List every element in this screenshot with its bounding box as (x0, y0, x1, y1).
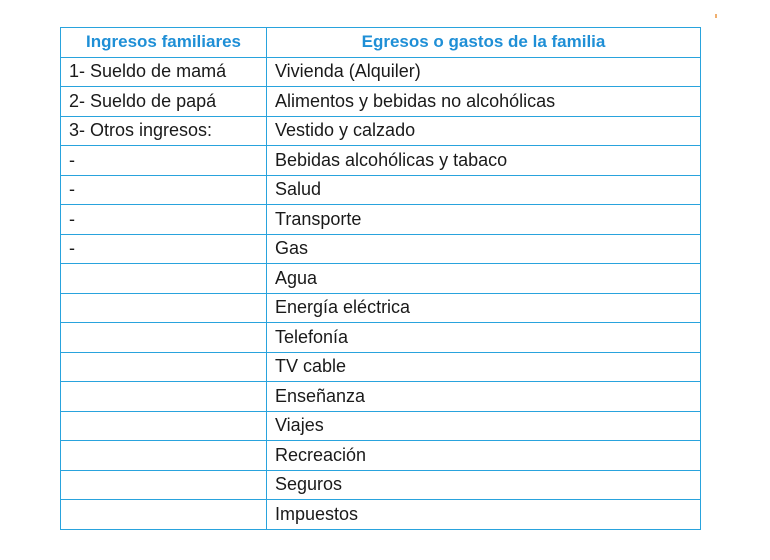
egreso-cell: Transporte (266, 204, 701, 235)
budget-table: Ingresos familiares Egresos o gastos de … (60, 27, 701, 530)
egreso-cell: Seguros (266, 469, 701, 500)
egreso-cell: Impuestos (266, 499, 701, 530)
ingreso-cell (60, 351, 267, 382)
table-row: Viajes (60, 410, 701, 441)
table-row: - Bebidas alcohólicas y tabaco (60, 145, 701, 176)
header-ingresos: Ingresos familiares (60, 27, 267, 58)
egreso-cell: Salud (266, 174, 701, 205)
egreso-cell: Vivienda (Alquiler) (266, 56, 701, 87)
egreso-cell: Viajes (266, 410, 701, 441)
table-row: Agua (60, 263, 701, 294)
table-row: Seguros (60, 469, 701, 500)
ingreso-cell: - (60, 204, 267, 235)
egreso-cell: Telefonía (266, 322, 701, 353)
egreso-cell: TV cable (266, 351, 701, 382)
table-row: 2- Sueldo de papá Alimentos y bebidas no… (60, 86, 701, 117)
table-row: - Gas (60, 233, 701, 264)
ingreso-cell: - (60, 174, 267, 205)
table-row: 3- Otros ingresos: Vestido y calzado (60, 115, 701, 146)
table-row: - Transporte (60, 204, 701, 235)
ingreso-cell: 3- Otros ingresos: (60, 115, 267, 146)
ingreso-cell (60, 440, 267, 471)
egreso-cell: Bebidas alcohólicas y tabaco (266, 145, 701, 176)
table-row: Telefonía (60, 322, 701, 353)
ingreso-cell (60, 263, 267, 294)
egreso-cell: Enseñanza (266, 381, 701, 412)
egreso-cell: Gas (266, 233, 701, 264)
table-row: TV cable (60, 351, 701, 382)
budget-table-container: Ingresos familiares Egresos o gastos de … (60, 27, 701, 530)
ingreso-cell: - (60, 145, 267, 176)
ingreso-cell (60, 322, 267, 353)
ingreso-cell: 2- Sueldo de papá (60, 86, 267, 117)
table-header-row: Ingresos familiares Egresos o gastos de … (60, 27, 701, 58)
corner-mark (715, 14, 717, 18)
egreso-cell: Agua (266, 263, 701, 294)
ingreso-cell: 1- Sueldo de mamá (60, 56, 267, 87)
table-row: Impuestos (60, 499, 701, 530)
table-row: Energía eléctrica (60, 292, 701, 323)
table-row: Enseñanza (60, 381, 701, 412)
ingreso-cell (60, 469, 267, 500)
ingreso-cell (60, 499, 267, 530)
ingreso-cell (60, 410, 267, 441)
table-row: Recreación (60, 440, 701, 471)
header-egresos: Egresos o gastos de la familia (266, 27, 701, 58)
egreso-cell: Recreación (266, 440, 701, 471)
ingreso-cell: - (60, 233, 267, 264)
table-row: - Salud (60, 174, 701, 205)
ingreso-cell (60, 381, 267, 412)
egreso-cell: Energía eléctrica (266, 292, 701, 323)
table-row: 1- Sueldo de mamá Vivienda (Alquiler) (60, 56, 701, 87)
egreso-cell: Alimentos y bebidas no alcohólicas (266, 86, 701, 117)
egreso-cell: Vestido y calzado (266, 115, 701, 146)
ingreso-cell (60, 292, 267, 323)
